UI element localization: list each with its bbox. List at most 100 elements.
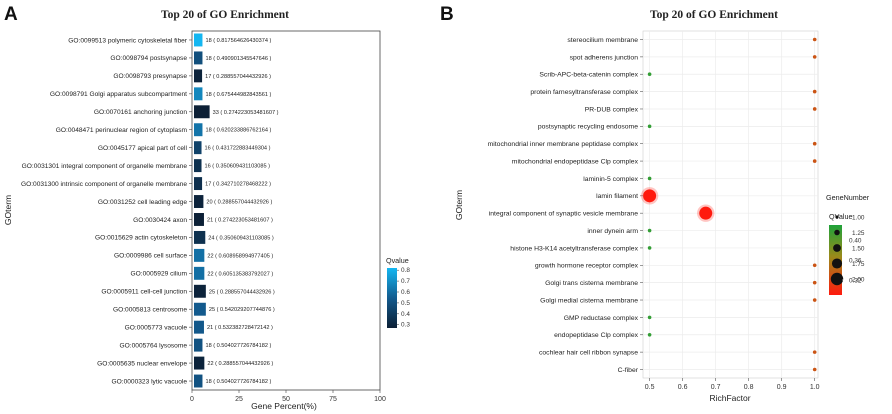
panel-a-bar-label: 20 ( 0.288557044432926 ) — [206, 200, 272, 206]
panel-b-size-legend-label: 1.00 — [852, 214, 865, 221]
panel-b-color-legend-tick-label: 0.36 — [849, 257, 862, 264]
panel-b-size-legend-label: 1.50 — [852, 245, 865, 252]
panel-b-point — [647, 315, 652, 320]
panel-b-point — [812, 159, 817, 163]
panel-a-bar — [194, 159, 202, 173]
panel-a-category-label: GO:0005911 cell-cell junction — [101, 289, 187, 296]
panel-b-size-legend-dot — [834, 229, 840, 236]
panel-a-bar — [194, 338, 203, 352]
panel-b-point — [812, 55, 817, 59]
panel-b-plot-area — [642, 30, 819, 379]
panel-a-category-label: GO:0031252 cell leading edge — [98, 199, 187, 206]
panel-b-point — [647, 176, 652, 181]
panel-b-point — [643, 189, 657, 203]
panel-a-category-label: GO:0070161 anchoring junction — [94, 109, 187, 116]
panel-b-point — [647, 72, 652, 77]
panel-b-category-label: histone H3-K14 acetyltransferase complex — [510, 245, 638, 252]
panel-a-category-label: GO:0098794 postsynapse — [110, 55, 187, 62]
panel-b-category-label: postsynaptic recycling endosome — [538, 124, 638, 131]
panel-a-bar-label: 21 ( 0.274223053481607 ) — [207, 217, 273, 223]
panel-a-category-label: GO:0030424 axon — [133, 217, 187, 224]
panel-b-category-label: mitochondrial inner membrane peptidase c… — [488, 141, 639, 148]
panel-b-point — [812, 280, 817, 285]
panel-a-category-label: GO:0031301 integral component of organel… — [22, 163, 188, 170]
panel-a-bar — [194, 33, 203, 47]
panel-b-x-tick-label: 0.9 — [777, 384, 787, 391]
panel-b-point — [812, 37, 817, 42]
panel-letter-b: B — [440, 4, 454, 25]
panel-b-category-label: C-fiber — [618, 367, 639, 374]
panel-b-point — [812, 298, 817, 302]
panel-a-bar — [194, 266, 205, 280]
panel-b-point — [812, 263, 817, 268]
panel-a-bar — [194, 356, 205, 370]
panel-a-bar — [194, 177, 203, 191]
panel-b-point — [699, 206, 713, 220]
panel-a-bar — [194, 374, 203, 388]
panel-a-color-legend-bar — [387, 268, 397, 328]
panel-b-color-legend-tick-label: 0.40 — [849, 237, 862, 244]
panel-a-legend-tick-label: 0.8 — [401, 267, 410, 274]
panel-a-bar-label: 18 ( 0.620233886762164 ) — [205, 128, 271, 134]
panel-a-category-label: GO:0000323 lytic vacuole — [111, 378, 187, 385]
panel-a-bar-label: 22 ( 0.608958994977405 ) — [207, 253, 273, 259]
panel-a-category-label: GO:0005813 centrosome — [113, 307, 187, 314]
panel-a-bar — [194, 213, 204, 226]
panel-a-x-tick-label: 75 — [329, 396, 337, 403]
panel-b-category-label: spot adherens junction — [570, 54, 639, 61]
panel-a-bar — [194, 284, 206, 298]
panel-b-x-tick-label: 0.8 — [744, 384, 754, 391]
panel-a-category-label: GO:0098791 Golgi apparatus subcompartmen… — [50, 91, 187, 98]
panel-letter-a: A — [4, 4, 18, 25]
panel-b-color-legend-title: QValue — [829, 212, 852, 221]
panel-a-category-label: GO:0015629 actin cytoskeleton — [95, 235, 187, 242]
panel-a-bar — [194, 195, 204, 208]
panel-a-x-tick-label: 50 — [282, 396, 290, 403]
panel-a-marks: GO:0099513 polymeric cytoskeletal fiber 1… — [21, 33, 410, 403]
panel-b-x-tick-label: 0.6 — [678, 384, 688, 391]
panel-a-category-label: GO:0005773 vacuole — [125, 324, 188, 331]
panel-a-legend-tick-label: 0.6 — [401, 289, 410, 296]
panel-a-bar-label: 25 ( 0.288557044432926 ) — [209, 289, 275, 295]
panel-b-point — [812, 107, 817, 111]
panel-a-bar-label: 21 ( 0.532382728472142 ) — [207, 325, 273, 331]
panel-b-legends: 1.00 1.25 1.50 1.75 2.00 0.40 0.36 0.32 — [830, 214, 865, 286]
panel-a-bar-label: 22 ( 0.288557044432926 ) — [207, 361, 273, 367]
panel-b-category-label: GMP reductase complex — [564, 315, 639, 322]
panel-b-category-label: laminin-5 complex — [583, 176, 638, 183]
panel-b-title: Top 20 of GO Enrichment — [650, 9, 778, 21]
panel-b-size-legend-dot — [830, 272, 844, 286]
panel-b-category-label: PR-DUB complex — [585, 106, 639, 113]
panel-b-y-axis-label: GOterm — [454, 190, 464, 220]
panel-a-bar — [194, 51, 203, 65]
panel-a-plot-area — [191, 30, 381, 391]
panel-a-bar-label: 16 ( 0.350609431103085 ) — [205, 164, 271, 170]
panel-b-size-legend-label: 2.00 — [852, 276, 865, 283]
panel-b-x-axis-label: RichFactor — [709, 393, 750, 403]
panel-a-bar-label: 18 ( 0.490901345547646 ) — [205, 56, 271, 62]
panel-a-x-tick-label: 25 — [235, 396, 243, 403]
panel-b-point — [647, 228, 652, 233]
panel-a-category-label: GO:0048471 perinuclear region of cytopla… — [56, 127, 188, 134]
panel-a-bar-label: 33 ( 0.274223053481607 ) — [213, 110, 279, 116]
panel-a-legend-tick-label: 0.4 — [401, 311, 410, 318]
panel-a-legend-tick-label: 0.7 — [401, 278, 410, 285]
panel-a-bar — [194, 302, 206, 316]
panel-a-x-tick-label: 0 — [190, 396, 194, 403]
panel-a-bar-label: 17 ( 0.288557044432926 ) — [205, 74, 271, 80]
panel-b-point — [812, 367, 817, 372]
panel-b-category-label: stereocilium membrane — [567, 37, 638, 44]
panel-a-x-axis-label: Gene Percent(%) — [251, 401, 317, 411]
panel-b-size-legend-label: 1.25 — [852, 230, 865, 237]
panel-a-bar — [194, 123, 203, 137]
panel-b-point — [812, 350, 817, 354]
panel-a-bar-label: 22 ( 0.605135383792027 ) — [207, 271, 273, 277]
panel-b-size-legend-title: GeneNumber — [826, 193, 870, 202]
panel-a-bar-label: 18 ( 0.675444982843561 ) — [205, 92, 271, 98]
panel-b-point — [812, 89, 817, 94]
panel-b-size-legend-label: 1.75 — [852, 261, 865, 268]
panel-a-bar — [194, 87, 203, 101]
panel-a-category-label: GO:0005764 lysosome — [120, 342, 188, 349]
panel-a-bar-label: 18 ( 0.817564626430374 ) — [205, 38, 271, 44]
panel-b-size-legend-dot — [831, 258, 843, 269]
